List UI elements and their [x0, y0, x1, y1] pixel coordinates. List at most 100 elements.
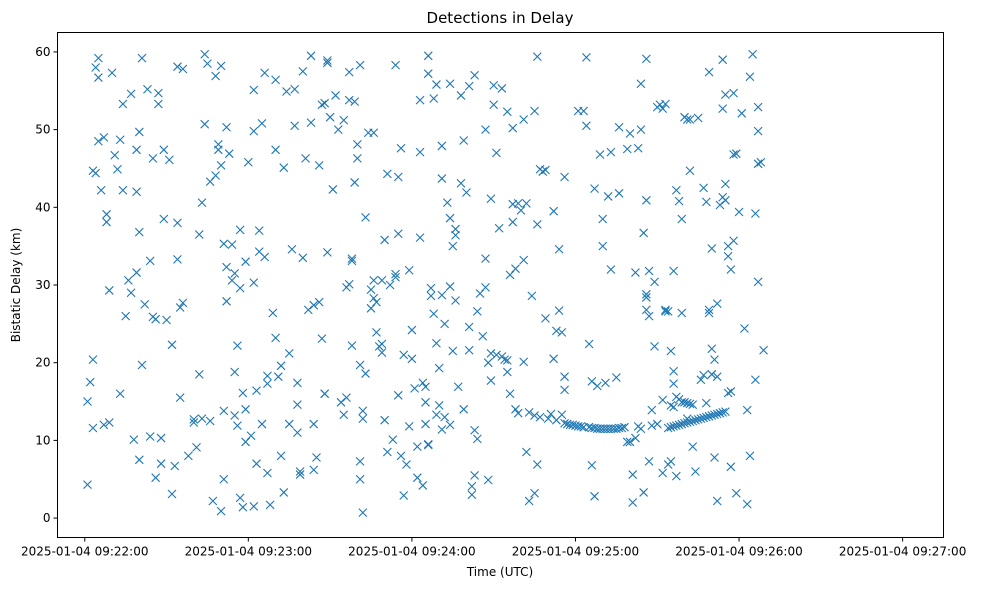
- scatter-point: [134, 127, 144, 137]
- scatter-point: [91, 168, 101, 178]
- scatter-point: [530, 411, 539, 420]
- scatter-point: [701, 412, 711, 422]
- scatter-point: [601, 378, 610, 388]
- scatter-points: [83, 49, 768, 518]
- scatter-point: [699, 413, 708, 423]
- scatter-point: [134, 455, 144, 465]
- scatter-point: [260, 68, 270, 78]
- scatter-point: [151, 314, 161, 324]
- scatter-point: [287, 244, 297, 254]
- scatter-point: [486, 348, 496, 358]
- scatter-point: [658, 468, 668, 478]
- scatter-point: [541, 165, 550, 175]
- scatter-point: [173, 62, 182, 72]
- x-tick-label: 2025-01-04 09:22:00: [21, 545, 148, 559]
- scatter-point: [298, 253, 308, 263]
- scatter-point: [693, 415, 703, 424]
- scatter-point: [219, 406, 229, 416]
- scatter-point: [688, 442, 698, 451]
- scatter-point: [123, 275, 133, 285]
- scatter-point: [685, 399, 695, 409]
- scatter-point: [295, 470, 305, 479]
- scatter-point: [680, 397, 689, 407]
- scatter-point: [462, 188, 471, 197]
- scatter-point: [631, 268, 640, 277]
- scatter-point: [688, 416, 698, 426]
- scatter-point: [527, 291, 537, 301]
- scatter-point: [132, 268, 141, 277]
- scatter-point: [238, 388, 248, 398]
- scatter-point: [456, 91, 466, 100]
- scatter-point: [276, 451, 286, 461]
- scatter-point: [445, 213, 455, 223]
- scatter-point: [333, 125, 343, 135]
- scatter-point: [391, 272, 400, 282]
- scatter-point: [339, 410, 349, 420]
- scatter-point: [636, 79, 646, 89]
- scatter-point: [704, 411, 714, 421]
- scatter-point: [380, 415, 390, 425]
- scatter-point: [587, 460, 597, 470]
- scatter-point: [731, 149, 741, 159]
- scatter-point: [451, 296, 460, 305]
- scatter-point: [674, 420, 684, 430]
- scatter-point: [222, 122, 231, 132]
- scatter-point: [677, 308, 687, 318]
- scatter-point: [113, 164, 122, 174]
- scatter-point: [682, 418, 692, 427]
- scatter-point: [661, 305, 670, 315]
- scatter-point: [644, 266, 654, 276]
- scatter-point: [726, 462, 736, 472]
- scatter-point: [216, 506, 226, 516]
- scatter-point: [197, 198, 207, 208]
- scatter-point: [701, 197, 711, 207]
- scatter-point: [481, 282, 490, 292]
- scatter-point: [145, 432, 155, 441]
- scatter-point: [143, 84, 152, 94]
- scatter-point: [579, 106, 589, 116]
- scatter-point: [303, 305, 313, 315]
- scatter-point: [606, 265, 616, 274]
- scatter-point: [382, 169, 392, 179]
- scatter-point: [557, 410, 567, 420]
- scatter-point: [415, 95, 425, 105]
- scatter-point: [350, 97, 360, 107]
- scatter-point: [737, 108, 747, 118]
- scatter-point: [104, 286, 114, 295]
- scatter-point: [726, 265, 736, 274]
- scatter-point: [617, 423, 627, 433]
- scatter-point: [710, 453, 719, 462]
- scatter-point: [175, 393, 185, 403]
- scatter-point: [361, 213, 370, 222]
- scatter-point: [355, 474, 365, 484]
- scatter-point: [669, 366, 678, 376]
- scatter-point: [636, 125, 646, 135]
- scatter-point: [699, 183, 708, 193]
- scatter-point: [342, 393, 351, 403]
- scatter-point: [328, 185, 338, 194]
- scatter-point: [235, 493, 245, 503]
- scatter-point: [641, 289, 651, 299]
- scatter-point: [437, 141, 447, 151]
- scatter-point: [592, 381, 602, 391]
- scatter-point: [707, 369, 717, 379]
- x-axis-ticks: 2025-01-04 09:22:00 2025-01-04 09:23:00 20…: [21, 537, 966, 559]
- scatter-point: [104, 418, 114, 427]
- scatter-point: [167, 340, 177, 350]
- scatter-point: [677, 214, 687, 224]
- scatter-point: [704, 308, 714, 318]
- scatter-point: [522, 199, 531, 208]
- scatter-point: [216, 61, 226, 71]
- scatter-point: [126, 89, 136, 99]
- scatter-point: [83, 480, 92, 490]
- scatter-point: [538, 167, 548, 176]
- scatter-point: [249, 278, 259, 288]
- scatter-point: [486, 376, 496, 385]
- scatter-point: [658, 395, 668, 405]
- scatter-point: [669, 402, 678, 412]
- scatter-point: [339, 115, 349, 125]
- scatter-point: [290, 84, 300, 94]
- scatter-point: [606, 147, 616, 157]
- scatter-point: [110, 150, 120, 160]
